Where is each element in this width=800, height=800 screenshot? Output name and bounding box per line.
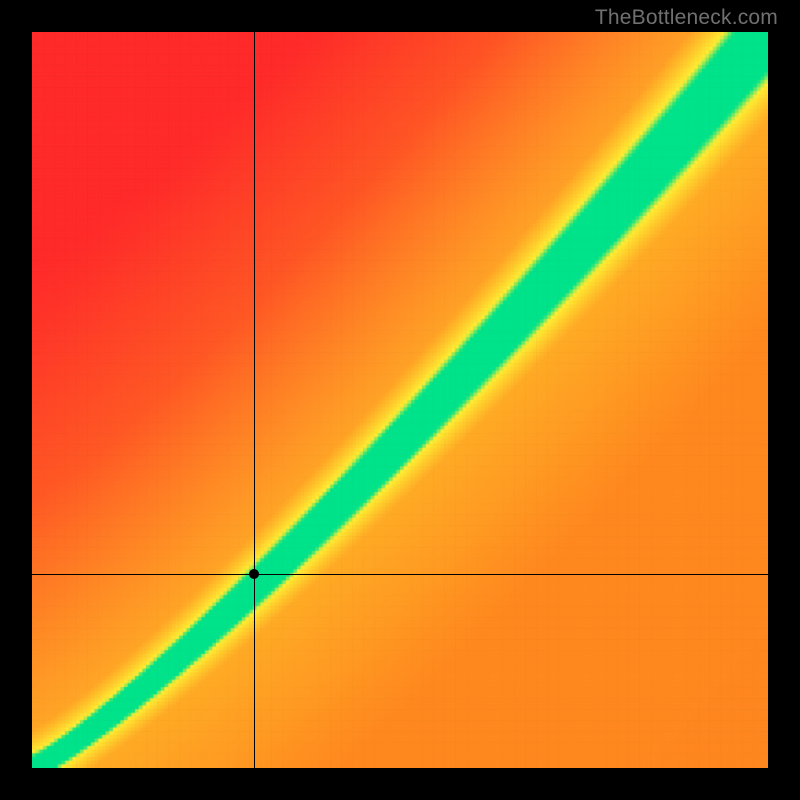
watermark-text: TheBottleneck.com xyxy=(595,6,778,30)
crosshair-vertical xyxy=(254,32,255,768)
bottleneck-marker-dot xyxy=(249,569,259,579)
heatmap-plot xyxy=(32,32,768,768)
heatmap-canvas xyxy=(32,32,768,768)
crosshair-horizontal xyxy=(32,574,768,575)
